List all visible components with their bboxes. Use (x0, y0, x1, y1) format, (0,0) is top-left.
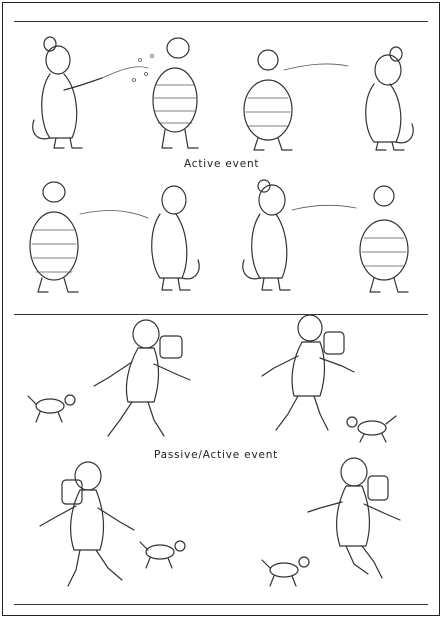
water-hose (291, 204, 357, 211)
astronaut-figure (39, 461, 135, 587)
figure-border (2, 2, 440, 616)
turtle-figure (359, 185, 409, 293)
mouse-figure (32, 36, 103, 149)
panel-astronaut-chases-dog (27, 319, 191, 437)
panel-turtle-sprays-mouse (243, 46, 414, 151)
turtle-figure (152, 37, 199, 149)
panel-mouse-sprays-turtle (32, 36, 199, 149)
panel-dog-chases-astronaut (261, 314, 397, 443)
astronaut-figure (307, 457, 401, 579)
middle-rule (14, 314, 428, 315)
dog-figure (346, 415, 397, 443)
section-caption-active-event: Active event (184, 158, 260, 170)
astronaut-figure (93, 319, 191, 437)
bottom-rule (14, 604, 428, 605)
astronaut-figure (261, 314, 355, 431)
turtle-figure (243, 49, 293, 151)
turtle-figure (29, 181, 79, 293)
water-hose (283, 63, 349, 71)
dog-figure (139, 540, 186, 569)
panel-astronaut-and-dog-left (39, 461, 186, 587)
section-caption-passive-active-event: Passive/Active event (154, 449, 279, 461)
dog-figure (27, 394, 76, 423)
top-rule (14, 21, 428, 22)
panel-astronaut-and-dog-right (261, 457, 401, 587)
water-hose (79, 210, 149, 219)
panel-turtle-sprays-mouse-reversed (242, 179, 409, 293)
mouse-figure (365, 46, 414, 151)
panel-mouse-sprays-turtle-reversed (29, 181, 200, 293)
water-hose (101, 66, 149, 79)
dog-figure (261, 556, 310, 587)
spray-droplets (132, 54, 154, 82)
mouse-figure (151, 185, 200, 291)
mouse-figure (242, 179, 291, 291)
